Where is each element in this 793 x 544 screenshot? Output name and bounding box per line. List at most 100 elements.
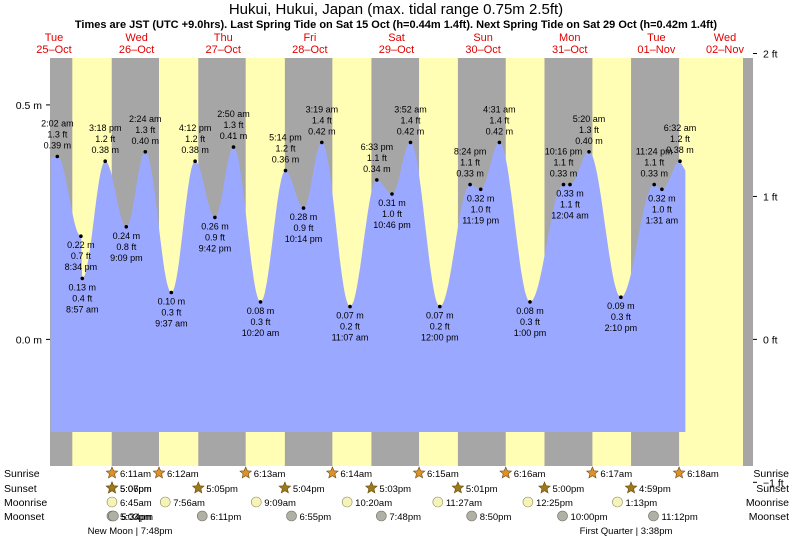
low-tide-label: 0.08 m [516,306,544,316]
sunset-time: 5:01pm [466,484,498,495]
high-tide-label: 0.38 m [666,145,694,155]
moonset-time: 5:34pm [121,512,153,523]
high-tide-label: 1.3 ft [135,125,156,135]
high-tide-point [678,159,682,163]
high-tide-point [320,141,324,145]
moonrise-icon [107,497,117,507]
low-tide-label: 2:10 pm [605,323,638,333]
low-tide-label: 10:14 pm [285,234,323,244]
low-tide-label: 0.26 m [201,221,229,231]
moonrise-time: 1:13pm [625,498,657,509]
chart-title: Hukui, Hukui, Japan (max. tidal range 0.… [229,1,563,18]
right-axis-tick-label: 2 ft [763,48,778,60]
low-tide-label: 0.3 ft [251,317,272,327]
day-date-label: 25–Oct [36,44,71,56]
low-tide-point [81,277,85,281]
high-tide-label: 1.2 ft [185,134,206,144]
row-label-right: Moonrise [746,497,789,509]
high-tide-label: 0.33 m [640,169,668,179]
high-tide-label: 0.39 m [44,140,72,150]
moonset-time: 8:50pm [480,512,512,523]
high-tide-label: 4:31 am [483,104,516,114]
sunrise-time: 6:18am [687,469,719,480]
low-tide-label: 0.22 m [67,240,95,250]
low-tide-label: 0.13 m [69,282,97,292]
moonrise-time: 9:09am [264,498,296,509]
row-label-right: Sunrise [753,468,789,480]
low-tide-label: 0.2 ft [430,322,451,332]
high-tide-label: 1.4 ft [400,115,421,125]
high-tide-point [562,183,566,187]
low-tide-label: 10:20 am [242,328,280,338]
right-axis-tick-label: 0 ft [763,334,778,346]
low-tide-label: 0.9 ft [293,223,314,233]
high-tide-label: 1.2 ft [275,144,296,154]
row-label-right: Sunset [756,483,789,495]
high-tide-point [652,183,656,187]
low-tide-label: 9:37 am [155,318,188,328]
sunrise-time: 6:11am [120,469,151,480]
moon-phase-label: New Moon | 7:48pm [88,526,173,537]
row-label-left: Moonset [4,511,44,523]
high-tide-point [587,150,591,154]
sunset-icon [539,482,550,493]
moonrise-icon [342,497,352,507]
high-tide-label: 0.38 m [91,145,119,155]
moonset-time: 6:11pm [210,512,241,523]
low-tide-label: 0.3 ft [520,317,541,327]
high-tide-point [103,159,107,163]
left-axis-tick-label: 0.5 m [16,100,43,112]
low-tide-label: 0.24 m [113,231,141,241]
sunset-icon [452,482,463,493]
moonset-icon [376,511,386,521]
day-date-label: 28–Oct [292,44,327,56]
moonrise-icon [160,497,170,507]
moonrise-time: 6:45am [120,498,152,509]
high-tide-point [56,155,60,159]
day-name-label: Wed [125,32,147,44]
low-tide-label: 11:19 pm [462,215,499,225]
high-tide-label: 8:24 pm [454,147,487,157]
low-tide-label: 0.4 ft [72,293,93,303]
sunrise-time: 6:14am [340,469,372,480]
high-tide-label: 0.33 m [550,169,578,179]
low-tide-label: 8:34 pm [65,262,98,272]
low-tide-label: 0.08 m [247,306,275,316]
moonrise-icon [523,497,533,507]
day-name-label: Mon [559,32,580,44]
sunset-time: 5:04pm [293,484,325,495]
sunrise-icon [413,467,424,478]
day-date-label: 01–Nov [637,44,675,56]
high-tide-label: 5:14 pm [269,133,302,143]
high-tide-label: 3:52 am [394,104,427,114]
sunrise-icon [327,467,338,478]
moonset-time: 6:55pm [300,512,332,523]
low-tide-label: 0.09 m [607,301,635,311]
low-tide-label: 0.8 ft [116,242,137,252]
day-name-label: Thu [214,32,233,44]
high-tide-point [498,141,502,145]
high-tide-label: 2:24 am [129,114,162,124]
sunrise-time: 6:16am [514,469,546,480]
low-tide-label: 10:46 pm [373,220,411,230]
high-tide-label: 1.3 ft [579,125,600,135]
high-tide-label: 0.40 m [575,136,603,146]
moonset-icon [108,511,118,521]
low-tide-label: 0.7 ft [71,251,92,261]
day-date-label: 02–Nov [706,44,744,56]
low-tide-label: 12:04 am [551,211,589,221]
day-date-label: 30–Oct [465,44,500,56]
moonrise-time: 11:27am [446,498,482,509]
low-tide-point [213,216,217,220]
row-label-left: Moonrise [4,497,47,509]
sunset-time: 5:05pm [206,484,238,495]
low-tide-point [390,192,394,196]
sunset-icon [625,482,637,493]
high-tide-label: 10:16 pm [545,147,583,157]
high-tide-point [284,169,288,173]
day-date-label: 27–Oct [206,44,241,56]
high-tide-point [144,150,148,154]
row-label-left: Sunset [4,483,37,495]
day-date-label: 26–Oct [119,44,154,56]
